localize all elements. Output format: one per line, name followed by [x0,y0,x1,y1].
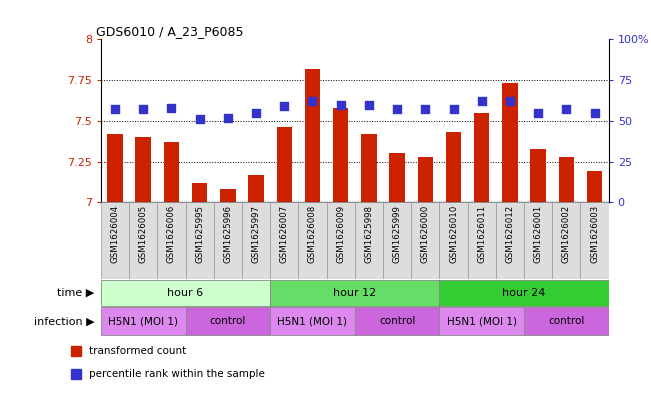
Text: H5N1 (MOI 1): H5N1 (MOI 1) [108,316,178,326]
Bar [248,174,264,202]
Text: GSM1625998: GSM1625998 [365,205,374,263]
Bar [158,202,186,279]
Text: GSM1626001: GSM1626001 [534,205,543,263]
Point [110,106,120,112]
Point [477,98,487,105]
Bar [214,202,242,279]
Text: GSM1626002: GSM1626002 [562,205,571,263]
Text: GSM1625997: GSM1625997 [251,205,260,263]
Bar [552,202,581,279]
Text: GSM1626003: GSM1626003 [590,205,599,263]
Point [533,110,544,116]
Text: GSM1626007: GSM1626007 [280,205,289,263]
Bar [298,202,327,279]
Text: H5N1 (MOI 1): H5N1 (MOI 1) [447,316,517,326]
Bar [559,157,574,202]
Text: GSM1626004: GSM1626004 [111,205,120,263]
Bar [71,369,81,379]
Text: hour 6: hour 6 [167,288,204,298]
Bar [107,134,123,202]
Text: GSM1626005: GSM1626005 [139,205,148,263]
Text: control: control [548,316,585,326]
Bar [163,142,179,202]
Bar [439,279,609,306]
Text: GSM1626008: GSM1626008 [308,205,317,263]
Bar [383,202,411,279]
Text: GSM1625999: GSM1625999 [393,205,402,263]
Bar [389,153,405,202]
Bar [531,149,546,202]
Bar [411,202,439,279]
Text: hour 12: hour 12 [333,288,376,298]
Bar [101,279,270,306]
Point [392,106,402,112]
Point [505,98,515,105]
Bar [192,183,208,202]
Point [449,106,459,112]
Bar [71,346,81,356]
Text: GSM1626011: GSM1626011 [477,205,486,263]
Point [251,110,261,116]
Text: GDS6010 / A_23_P6085: GDS6010 / A_23_P6085 [96,25,243,38]
Bar [587,171,602,202]
Bar [101,307,186,336]
Text: transformed count: transformed count [89,346,186,356]
Point [279,103,290,109]
Bar [446,132,462,202]
Bar [220,189,236,202]
Bar [305,69,320,202]
Bar [135,137,151,202]
Bar [129,202,158,279]
Point [561,106,572,112]
Bar [270,279,439,306]
Text: H5N1 (MOI 1): H5N1 (MOI 1) [277,316,348,326]
Bar [474,113,490,202]
Bar [186,307,270,336]
Bar [277,127,292,202]
Text: control: control [210,316,246,326]
Bar [270,202,298,279]
Text: hour 24: hour 24 [503,288,546,298]
Bar [355,307,439,336]
Bar [524,307,609,336]
Bar [524,202,552,279]
Bar [439,202,467,279]
Point [335,101,346,108]
Bar [496,202,524,279]
Point [166,105,176,111]
Text: infection ▶: infection ▶ [34,316,94,326]
Text: time ▶: time ▶ [57,288,94,298]
Text: GSM1626006: GSM1626006 [167,205,176,263]
Point [364,101,374,108]
Bar [439,307,524,336]
Point [223,114,233,121]
Point [589,110,600,116]
Text: GSM1626012: GSM1626012 [505,205,514,263]
Bar [417,157,433,202]
Bar [327,202,355,279]
Bar [270,307,355,336]
Text: GSM1625995: GSM1625995 [195,205,204,263]
Point [195,116,205,122]
Text: control: control [379,316,415,326]
Text: GSM1626000: GSM1626000 [421,205,430,263]
Text: percentile rank within the sample: percentile rank within the sample [89,369,265,379]
Bar [101,202,129,279]
Bar [502,83,518,202]
Bar [242,202,270,279]
Point [307,98,318,105]
Bar [361,134,377,202]
Bar [333,108,348,202]
Bar [581,202,609,279]
Point [138,106,148,112]
Bar [186,202,214,279]
Bar [467,202,496,279]
Bar [355,202,383,279]
Text: GSM1625996: GSM1625996 [223,205,232,263]
Point [420,106,430,112]
Text: GSM1626009: GSM1626009 [336,205,345,263]
Text: GSM1626010: GSM1626010 [449,205,458,263]
